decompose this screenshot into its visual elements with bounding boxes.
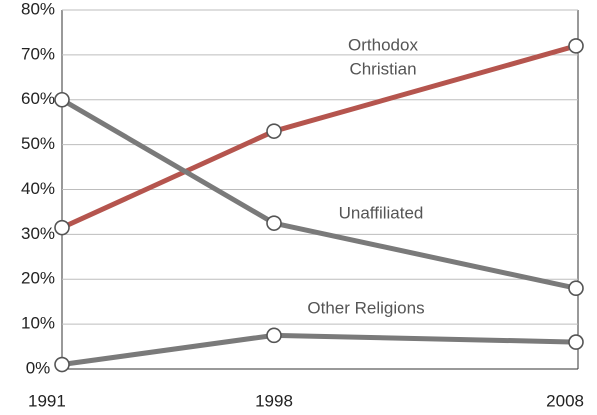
data-point [54,356,70,373]
data-point [266,327,282,344]
y-tick-label: 70% [21,44,55,63]
series-line-2 [59,332,579,368]
series-label: Christian [349,59,416,78]
y-tick-label: 20% [21,269,55,288]
y-tick-label: 40% [21,179,55,198]
data-point [266,215,282,231]
x-tick-label: 1998 [255,391,293,410]
series-label: Orthodox [348,35,418,54]
x-axis-tick-labels: 1991 1998 2008 [28,391,584,410]
y-tick-label: 60% [21,89,55,108]
y-tick-label: 50% [21,134,55,153]
data-point [54,219,70,236]
series-label: Unaffiliated [339,203,424,222]
data-point [266,123,282,139]
y-axis-tick-labels: 0% 10% 20% 30% 40% 50% 60% 70% 80% [21,0,55,377]
series-line-0 [59,43,579,231]
series-labels: Orthodox Christian Unaffiliated Other Relig… [307,35,424,317]
data-point [568,334,584,350]
y-tick-label: 80% [21,0,55,18]
x-tick-label: 2008 [546,391,584,410]
y-tick-label: 10% [21,314,55,333]
series-label: Other Religions [307,298,424,317]
x-tick-label: 1991 [28,391,66,410]
data-point [568,280,584,297]
y-tick-label: 0% [26,358,51,377]
series-points [54,38,584,373]
data-point [568,38,584,54]
y-tick-label: 30% [21,224,55,243]
data-point [54,91,70,108]
